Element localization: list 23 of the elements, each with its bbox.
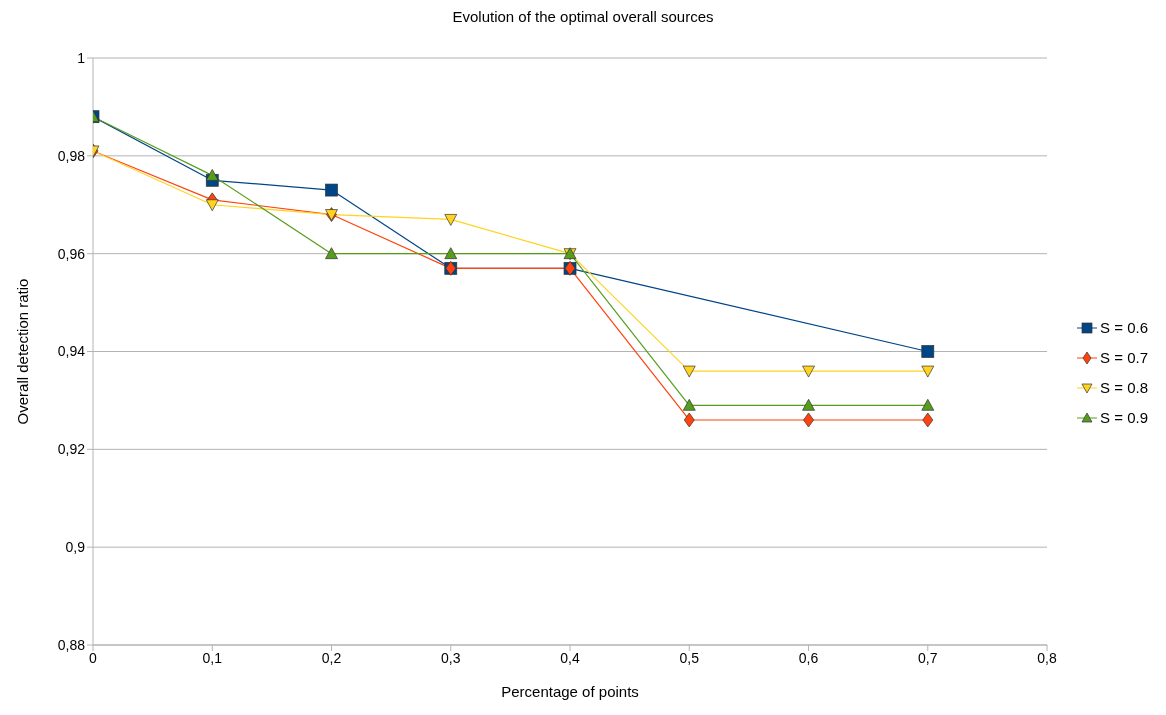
y-tick-label: 1 [77, 49, 86, 66]
y-tick-label: 0,96 [57, 245, 86, 262]
x-tick-label: 0,5 [679, 649, 700, 666]
x-tick-label: 0,8 [1037, 649, 1057, 666]
y-axis-title: Overall detection ratio [14, 278, 32, 425]
legend-label: S = 0.8 [1100, 379, 1148, 396]
x-tick-label: 0 [89, 649, 98, 666]
y-tick-label: 0,94 [57, 343, 86, 360]
chart-title: Evolution of the optimal overall sources [451, 8, 715, 27]
legend-label: S = 0.9 [1100, 409, 1148, 426]
x-tick-label: 0,4 [560, 649, 580, 666]
x-axis-title: Percentage of points [501, 683, 639, 700]
x-tick-label: 0,6 [798, 649, 819, 666]
x-tick-label: 0,7 [918, 649, 938, 666]
y-tick-label: 0,98 [57, 147, 86, 164]
y-tick-label: 0,92 [57, 441, 86, 458]
y-tick-label: 0,88 [57, 636, 86, 653]
y-tick-label: 0,9 [65, 539, 86, 556]
x-tick-label: 0,3 [441, 649, 461, 666]
legend-label: S = 0.6 [1100, 319, 1148, 336]
x-tick-label: 0,1 [202, 649, 223, 666]
x-tick-label: 0,2 [321, 649, 342, 666]
legend-label: S = 0.7 [1100, 349, 1148, 366]
